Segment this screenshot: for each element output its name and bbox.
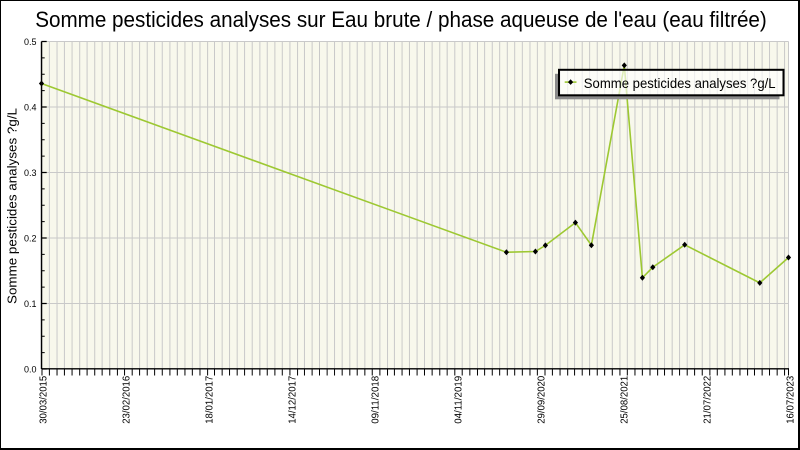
svg-text:09/11/2018: 09/11/2018 [371,375,382,423]
svg-text:0.1: 0.1 [24,299,37,310]
svg-text:0.4: 0.4 [24,102,37,113]
svg-text:0.3: 0.3 [24,168,37,179]
svg-text:Somme pesticides analyses ?g/L: Somme pesticides analyses ?g/L [584,75,776,91]
svg-text:18/01/2017: 18/01/2017 [205,375,216,423]
svg-text:0.2: 0.2 [24,233,37,244]
svg-text:Somme pesticides analyses sur: Somme pesticides analyses sur Eau brute … [35,7,767,32]
svg-text:04/11/2019: 04/11/2019 [454,375,465,423]
svg-text:21/07/2022: 21/07/2022 [703,375,714,423]
svg-text:14/12/2017: 14/12/2017 [288,375,299,423]
svg-text:29/09/2020: 29/09/2020 [537,375,548,423]
svg-text:23/02/2016: 23/02/2016 [122,375,133,423]
svg-text:Somme pesticides analyses ?g/L: Somme pesticides analyses ?g/L [5,108,20,304]
svg-text:0.0: 0.0 [24,364,37,375]
svg-text:0.5: 0.5 [24,37,37,48]
svg-text:16/07/2023: 16/07/2023 [786,375,797,423]
svg-text:25/08/2021: 25/08/2021 [620,375,631,423]
svg-text:30/03/2015: 30/03/2015 [39,375,50,423]
